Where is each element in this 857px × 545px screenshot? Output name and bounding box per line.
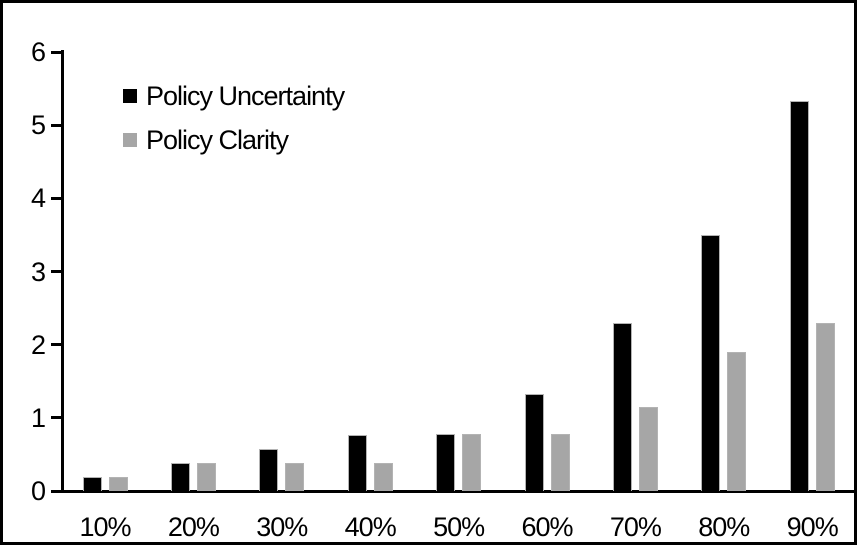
legend: Policy Uncertainty Policy Clarity <box>123 80 345 169</box>
x-tick-label-70: 70% <box>609 512 662 542</box>
bar-policy-uncertainty-80 <box>701 235 721 491</box>
bar-policy-uncertainty-50 <box>436 434 456 491</box>
bar-policy-clarity-30 <box>285 463 305 491</box>
x-tick-label-80: 80% <box>698 512 750 542</box>
x-tick-label-60: 60% <box>521 512 573 542</box>
bar-policy-clarity-70 <box>638 407 658 491</box>
y-tick-label-5: 5 <box>30 110 46 141</box>
bar-policy-uncertainty-10 <box>82 477 102 491</box>
bar-policy-clarity-10 <box>108 477 128 491</box>
legend-swatch-policy-clarity <box>123 133 137 147</box>
y-tick-6 <box>51 50 61 54</box>
bar-policy-uncertainty-30 <box>259 449 279 491</box>
legend-label-policy-uncertainty: Policy Uncertainty <box>146 80 345 111</box>
y-tick-5 <box>51 123 61 127</box>
bar-policy-clarity-20 <box>196 463 216 491</box>
y-tick-2 <box>51 343 61 347</box>
bar-policy-uncertainty-40 <box>347 435 367 491</box>
bar-policy-uncertainty-90 <box>789 101 809 491</box>
legend-label-policy-clarity: Policy Clarity <box>146 124 289 155</box>
bar-policy-uncertainty-60 <box>524 394 544 491</box>
bar-policy-clarity-40 <box>373 463 393 491</box>
y-tick-1 <box>51 416 61 420</box>
x-tick-label-10: 10% <box>79 512 131 542</box>
x-axis-line <box>61 490 854 493</box>
legend-item-policy-clarity: Policy Clarity <box>123 125 344 155</box>
y-tick-label-6: 6 <box>30 37 46 67</box>
x-tick-label-50: 50% <box>433 512 485 542</box>
y-tick-label-2: 2 <box>30 329 46 360</box>
y-tick-label-3: 3 <box>30 256 46 287</box>
x-tick-label-90: 90% <box>786 512 839 542</box>
y-tick-label-0: 0 <box>30 476 46 506</box>
x-tick-label-40: 40% <box>344 512 397 542</box>
y-tick-label-1: 1 <box>30 402 46 433</box>
y-tick-3 <box>51 270 61 273</box>
y-tick-4 <box>51 196 61 200</box>
bar-policy-uncertainty-70 <box>612 323 632 491</box>
legend-item-policy-uncertainty: Policy Uncertainty <box>123 80 345 111</box>
y-axis-line <box>61 50 64 493</box>
bar-policy-clarity-60 <box>550 434 570 491</box>
y-tick-label-4: 4 <box>30 183 46 214</box>
legend-swatch-policy-uncertainty <box>123 89 137 103</box>
bar-policy-clarity-90 <box>815 323 835 491</box>
bar-policy-uncertainty-20 <box>170 463 190 491</box>
x-tick-label-30: 30% <box>256 512 308 542</box>
bar-policy-clarity-80 <box>727 352 747 491</box>
y-tick-0 <box>51 489 61 493</box>
x-tick-label-20: 20% <box>167 512 220 542</box>
bar-policy-clarity-50 <box>462 434 482 491</box>
